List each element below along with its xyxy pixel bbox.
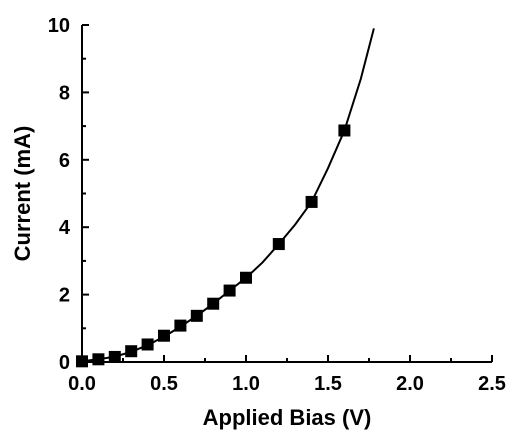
x-tick-label: 0.5	[150, 373, 178, 395]
data-point-square	[272, 238, 285, 251]
y-axis-title: Current (mA)	[10, 126, 35, 262]
y-tick-label: 0	[59, 352, 70, 374]
data-point-square	[305, 195, 318, 208]
x-tick-label: 2.5	[478, 373, 506, 395]
axes	[81, 25, 492, 363]
data-markers	[76, 124, 351, 368]
y-tick-label: 2	[59, 285, 70, 307]
y-tick-label: 4	[59, 217, 71, 239]
data-point-square	[108, 350, 121, 363]
y-tick-label: 10	[48, 15, 70, 37]
ticks: 0.0 0.5 1.0 1.5 2.0 2.5 0 2 4 6 8 10	[48, 15, 506, 395]
data-point-square	[141, 338, 154, 351]
data-point-square	[223, 284, 236, 297]
y-tick-label: 6	[59, 150, 70, 172]
x-tick-label: 1.0	[232, 373, 260, 395]
data-point-square	[207, 297, 220, 310]
data-point-square	[174, 319, 187, 332]
data-point-square	[158, 329, 170, 342]
x-tick-label: 1.5	[314, 373, 342, 395]
data-point-square	[338, 124, 351, 137]
fit-line-group	[81, 28, 375, 363]
data-point-square	[240, 271, 252, 284]
x-tick-label: 2.0	[396, 373, 424, 395]
data-point-square	[92, 353, 105, 366]
data-point-square	[190, 309, 203, 322]
y-tick-label: 8	[59, 82, 70, 104]
x-axis-title: Applied Bias (V)	[203, 405, 372, 430]
data-point-square	[125, 345, 138, 358]
data-point-square	[76, 355, 88, 368]
fit-curve-line	[81, 28, 375, 363]
x-tick-label: 0.0	[68, 373, 96, 395]
